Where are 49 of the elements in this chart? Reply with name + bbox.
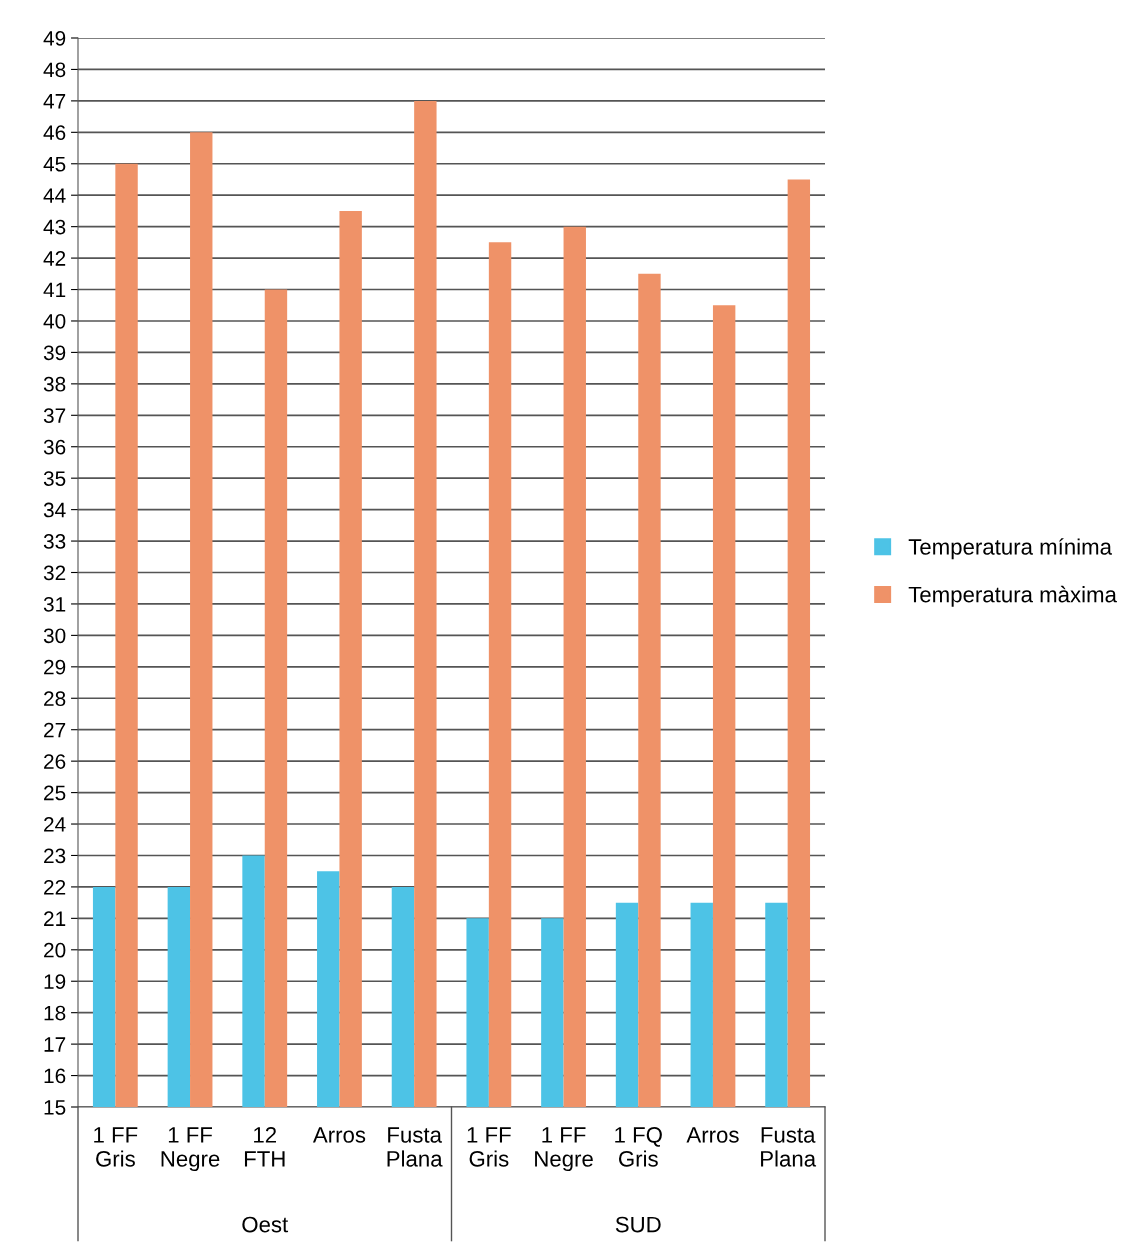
y-tick-label: 28 [44, 691, 66, 707]
y-tick-label: 17 [44, 1037, 66, 1052]
x-tick-label: 1 FQ Gris [615, 1127, 662, 1167]
y-tick-label: 38 [43, 376, 66, 392]
y-tick-label: 45 [43, 156, 66, 172]
y-tick-label: 24 [44, 817, 66, 832]
y-tick-label: 37 [43, 408, 66, 424]
x-tick-label: 12 FTH [244, 1127, 285, 1167]
y-tick-label: 32 [43, 565, 66, 581]
y-tick-label: 33 [43, 534, 66, 549]
y-tick-label: 40 [43, 313, 66, 329]
x-tick-label: Fusta Plana [761, 1127, 817, 1167]
y-tick-label: 29 [44, 659, 66, 675]
x-tick-label: 1 FF Gris [467, 1127, 511, 1167]
x-tick-label: Arros [312, 1127, 366, 1143]
legend-label: Temperatura mínima [908, 538, 1112, 560]
x-tick-label: Arros [686, 1127, 739, 1143]
y-tick-label: 21 [44, 911, 66, 926]
text: SUD [615, 1216, 661, 1233]
y-tick-label: 43 [43, 219, 66, 235]
y-tick-label: 47 [43, 94, 66, 109]
y-tick-label: 18 [44, 1005, 66, 1021]
y-tick-label: 23 [44, 848, 66, 864]
y-tick-label: 27 [44, 722, 66, 738]
y-tick-label: 26 [44, 754, 66, 769]
y-tick-label: 49 [43, 31, 66, 46]
legend-label: Temperatura màxima [908, 585, 1117, 607]
x-tick-label: 1 FF Gris [94, 1127, 138, 1167]
y-tick-label: 36 [43, 439, 66, 455]
y-tick-label: 16 [44, 1068, 66, 1084]
y-tick-label: 46 [43, 125, 66, 141]
y-tick-label: 20 [44, 942, 66, 958]
y-tick-label: 39 [43, 345, 66, 361]
y-tick-label: 31 [43, 596, 66, 612]
y-tick-label: 35 [43, 471, 66, 486]
y-tick-label: 25 [44, 785, 66, 801]
x-tick-label: 1 FF Negre [535, 1127, 593, 1172]
y-tick-label: 30 [43, 628, 66, 644]
y-tick-label: 19 [44, 974, 66, 989]
y-tick-label: 34 [43, 502, 66, 518]
y-tick-label: 42 [43, 251, 66, 266]
y-tick-label: 44 [43, 188, 66, 203]
x-tick-label: 1 FF Negre [161, 1127, 220, 1172]
text: Oest [242, 1216, 289, 1233]
x-tick-label: Fusta Plana [387, 1127, 443, 1167]
y-tick-label: 22 [44, 879, 66, 895]
y-tick-label: 41 [43, 282, 66, 298]
y-tick-label: 48 [43, 62, 66, 78]
y-tick-label: 15 [44, 1100, 66, 1115]
